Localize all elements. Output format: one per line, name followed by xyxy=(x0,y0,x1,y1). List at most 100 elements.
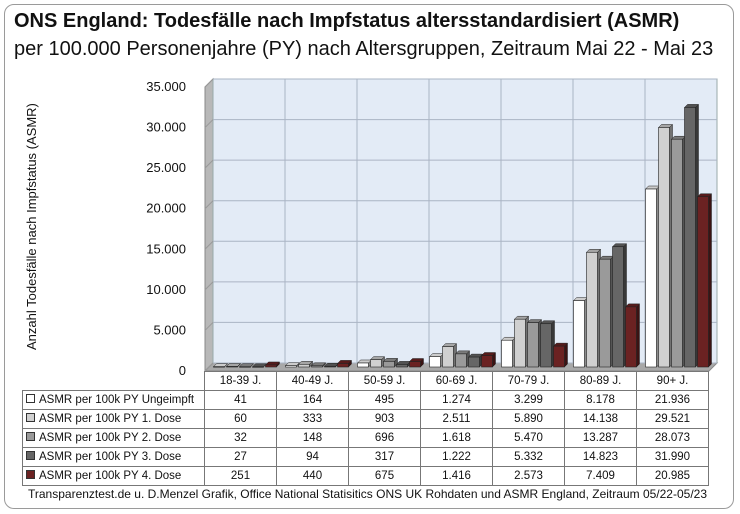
source-footer: Transparenztest.de u. D.Menzel Grafik, O… xyxy=(28,487,707,501)
gridline-side xyxy=(204,119,214,128)
bar xyxy=(265,364,277,368)
data-label: 8.178 xyxy=(564,390,637,410)
data-label: 1.416 xyxy=(420,466,493,486)
bar xyxy=(396,364,408,368)
bar xyxy=(383,361,395,368)
legend-swatch xyxy=(26,451,35,460)
table-row: ASMR per 100k PY 2. Dose 32 148 696 1.618 5.4… xyxy=(22,428,709,448)
bar xyxy=(285,365,297,368)
bar-side xyxy=(564,342,568,368)
data-label: 3.299 xyxy=(492,390,565,410)
category-label: 70-79 J. xyxy=(492,371,565,391)
category-label: 60-69 J. xyxy=(420,371,493,391)
legend-entry: ASMR per 100k PY 3. Dose xyxy=(22,447,205,467)
bar xyxy=(252,366,264,368)
data-label: 29.521 xyxy=(636,409,709,429)
series-name: ASMR per 100k PY 4. Dose xyxy=(39,470,182,482)
data-label: 14.138 xyxy=(564,409,637,429)
category-label: 40-49 J. xyxy=(276,371,349,391)
data-label: 5.470 xyxy=(492,428,565,448)
bar xyxy=(409,361,421,368)
data-label: 14.823 xyxy=(564,447,637,467)
y-tick-label: 0 xyxy=(179,363,186,378)
data-label: 440 xyxy=(276,466,349,486)
chart-subtitle: per 100.000 Personenjahre (PY) nach Alte… xyxy=(14,38,714,60)
y-tick-label: 30.000 xyxy=(146,120,186,135)
data-label: 32 xyxy=(204,428,277,448)
plot-side-wall xyxy=(204,77,214,373)
legend-swatch xyxy=(26,432,35,441)
y-tick-label: 35.000 xyxy=(146,79,186,94)
bar xyxy=(442,346,454,368)
gridline-side xyxy=(204,362,214,372)
data-label: 148 xyxy=(276,428,349,448)
data-label: 31.990 xyxy=(636,447,709,467)
table-row: ASMR per 100k PY Ungeimpft 41 164 495 1.274 3… xyxy=(22,390,709,410)
legend-swatch xyxy=(26,470,35,479)
series-name: ASMR per 100k PY 2. Dose xyxy=(39,432,182,444)
bar xyxy=(239,366,251,368)
bar xyxy=(645,188,657,368)
data-label: 7.409 xyxy=(564,466,637,486)
data-table: 18-39 J. 40-49 J. 50-59 J. 60-69 J. 70-79 J.… xyxy=(22,371,709,486)
legend-entry: ASMR per 100k PY Ungeimpft xyxy=(22,390,205,410)
bar xyxy=(586,251,598,368)
bar xyxy=(213,366,225,368)
y-tick-label: 15.000 xyxy=(146,241,186,256)
legend-swatch xyxy=(26,413,35,422)
bar xyxy=(337,363,349,368)
legend-entry: ASMR per 100k PY 4. Dose xyxy=(22,466,205,486)
data-label: 251 xyxy=(204,466,277,486)
data-label: 2.511 xyxy=(420,409,493,429)
bar xyxy=(429,356,441,368)
data-label: 41 xyxy=(204,390,277,410)
bar xyxy=(357,362,369,368)
series-name: ASMR per 100k PY 1. Dose xyxy=(39,413,182,425)
data-label: 696 xyxy=(348,428,421,448)
table-header-row: 18-39 J. 40-49 J. 50-59 J. 60-69 J. 70-79 J.… xyxy=(23,371,709,391)
data-label: 28.073 xyxy=(636,428,709,448)
data-label: 5.890 xyxy=(492,409,565,429)
category-label: 80-89 J. xyxy=(564,371,637,391)
gridline-side xyxy=(204,78,214,88)
category-label: 50-59 J. xyxy=(348,371,421,391)
bar xyxy=(501,339,513,368)
data-label: 1.618 xyxy=(420,428,493,448)
bar xyxy=(573,300,585,368)
data-label: 94 xyxy=(276,447,349,467)
data-label: 495 xyxy=(348,390,421,410)
series-name: ASMR per 100k PY Ungeimpft xyxy=(39,394,195,406)
data-label: 1.274 xyxy=(420,390,493,410)
bar-side xyxy=(708,193,712,368)
bar xyxy=(226,366,238,368)
legend-entry: ASMR per 100k PY 1. Dose xyxy=(22,409,205,429)
bar xyxy=(481,355,493,368)
category-label: 18-39 J. xyxy=(204,371,277,391)
gridline-side xyxy=(204,159,214,169)
data-label: 60 xyxy=(204,409,277,429)
gridline-side xyxy=(204,240,214,250)
table-row: ASMR per 100k PY 1. Dose 60 333 903 2.511 5.8… xyxy=(22,409,709,429)
bar xyxy=(370,359,382,368)
bar xyxy=(540,323,552,368)
data-label: 5.332 xyxy=(492,447,565,467)
bar xyxy=(612,246,624,368)
data-label: 13.287 xyxy=(564,428,637,448)
gridline-side xyxy=(204,281,214,291)
bar xyxy=(671,138,683,368)
bar xyxy=(553,345,565,368)
data-label: 20.985 xyxy=(636,466,709,486)
data-label: 1.222 xyxy=(420,447,493,467)
data-label: 164 xyxy=(276,390,349,410)
table-row: ASMR per 100k PY 4. Dose 251 440 675 1.416 2.… xyxy=(22,466,709,486)
gridline-side xyxy=(204,200,214,210)
bar xyxy=(455,353,467,368)
gridline-side xyxy=(204,322,214,331)
legend-entry: ASMR per 100k PY 2. Dose xyxy=(22,428,205,448)
bar xyxy=(684,107,696,368)
data-label: 903 xyxy=(348,409,421,429)
bar-side xyxy=(636,303,640,368)
y-tick-label: 10.000 xyxy=(146,282,186,297)
bar xyxy=(324,365,336,368)
bar xyxy=(514,318,526,368)
